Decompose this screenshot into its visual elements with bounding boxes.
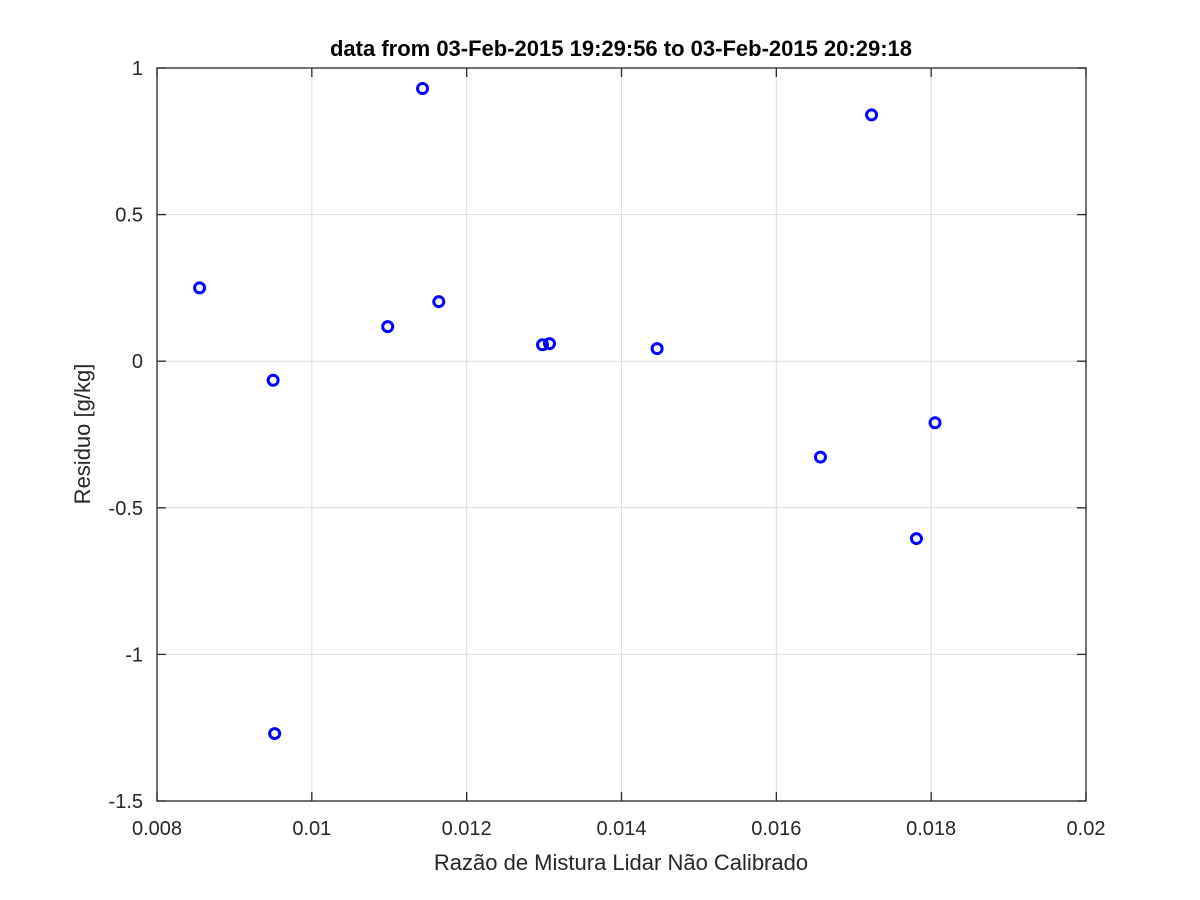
scatter-point [865,108,879,122]
scatter-point [650,342,664,356]
scatter-point [432,295,446,309]
y-tick-label: -1.5 [109,791,143,813]
axes [156,67,1087,802]
chart-title: data from 03-Feb-2015 19:29:56 to 03-Feb… [330,36,912,61]
x-tick-label: 0.008 [132,818,182,840]
x-tick-label: 0.02 [1067,818,1106,840]
scatter-point [266,373,280,387]
scatter-point [268,727,282,741]
y-tick-label: 0.5 [115,205,143,227]
y-tick-labels: -1.5 -1 -0.5 0 0.5 1 [109,58,143,813]
y-tick-label: -0.5 [109,498,143,520]
x-tick-label: 0.012 [442,818,492,840]
y-tick-label: -1 [125,644,143,666]
scatter-point [909,532,923,546]
x-axis-label: Razão de Mistura Lidar Não Calibrado [434,850,808,875]
y-tick-label: 0 [132,351,143,373]
scatter-point [813,450,827,464]
x-tick-label: 0.016 [751,818,801,840]
scatter-point [193,281,207,295]
x-tick-labels: 0.008 0.01 0.012 0.014 0.016 0.018 0.02 [132,818,1106,840]
y-tick-label: 1 [132,58,143,80]
scatter-point [536,338,550,352]
data-points [193,82,942,741]
x-tick-label: 0.018 [906,818,956,840]
x-tick-label: 0.01 [292,818,331,840]
scatter-point [381,320,395,334]
x-tick-label: 0.014 [596,818,646,840]
y-axis-label: Residuo [g/kg] [70,364,95,505]
scatter-point [543,337,557,351]
scatter-point [416,82,430,96]
scatter-point [928,416,942,430]
